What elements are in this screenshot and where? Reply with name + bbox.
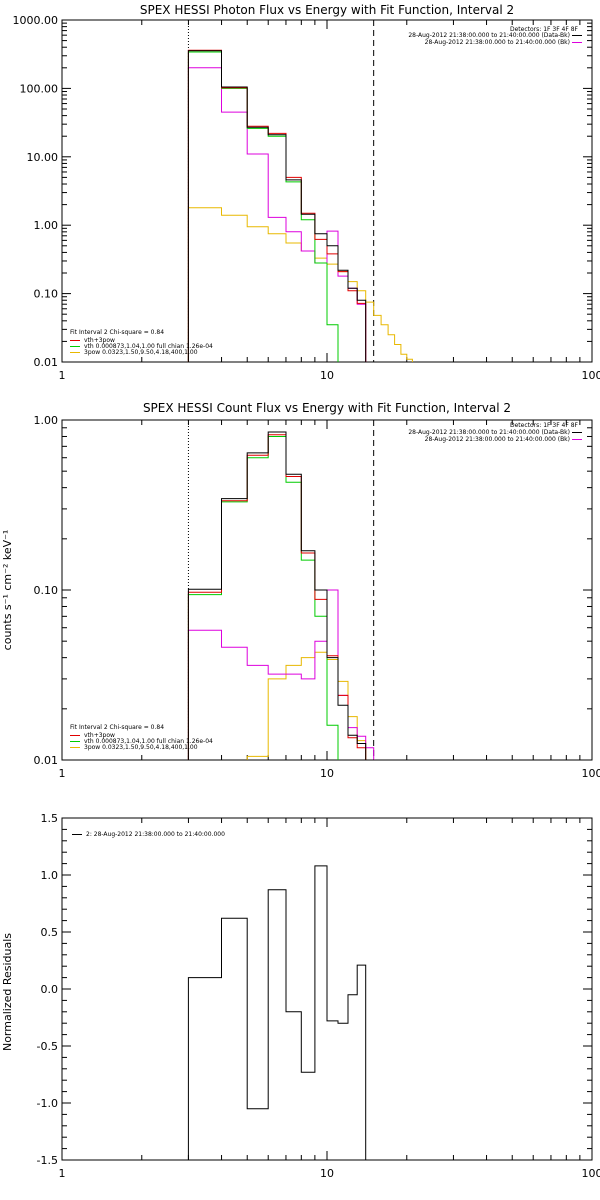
detectors-label: Detectors: 1F 3F 4F 8F xyxy=(510,26,579,33)
y-tick-label: -0.5 xyxy=(37,1040,58,1053)
residuals-panel: Normalized Residuals 1 10 100 -1.5 -1.0 -0.5 0… xyxy=(1,812,600,1180)
count-flux-title: SPEX HESSI Count Flux vs Energy with Fit… xyxy=(143,401,511,415)
residuals-y-axis-label: Normalized Residuals xyxy=(1,933,14,1051)
y-tick-label: 0.10 xyxy=(34,584,59,597)
photon-flux-plot-area: 1 10 100 0.01 0.10 1.00 10.00 100.00 1000.00 xyxy=(13,14,600,382)
y-tick-label: 100.00 xyxy=(20,82,59,95)
series-data-bk-step-line xyxy=(187,50,367,362)
series-total-step-line xyxy=(187,49,367,362)
photon-flux-panel: SPEX HESSI Photon Flux vs Energy with Fi… xyxy=(13,3,600,382)
vth-legend-label: vth 0.000873,1.04,1.00 full chian 1.26e-… xyxy=(84,343,213,350)
x-tick-label: 1 xyxy=(59,1167,66,1180)
photon-flux-fit-legend: Fit Interval 2 Chi-square = 0.84 vth+3po… xyxy=(70,329,213,356)
residual-legend-label: 2: 28-Aug-2012 21:38:00.000 to 21:40:00.… xyxy=(86,831,225,838)
y-tick-label: 1000.00 xyxy=(13,14,59,27)
bk-interval-label: 28-Aug-2012 21:38:00.000 to 21:40:00.000… xyxy=(425,39,570,46)
pow-legend-label: 3pow 0.0323,1.50,9.50,4.18,400,1.00 xyxy=(84,744,198,751)
y-tick-label: 1.00 xyxy=(34,414,59,427)
count-flux-panel: SPEX HESSI Count Flux vs Energy with Fit… xyxy=(1,401,600,780)
photon-flux-detector-info: Detectors: 1F 3F 4F 8F 28-Aug-2012 21:38… xyxy=(408,26,582,46)
y-tick-label: -1.5 xyxy=(37,1154,58,1167)
x-tick-label: 100 xyxy=(582,369,600,382)
count-flux-y-axis-label: counts s⁻¹ cm⁻² keV⁻¹ xyxy=(1,530,14,651)
x-tick-label: 1 xyxy=(59,369,66,382)
photon-flux-title: SPEX HESSI Photon Flux vs Energy with Fi… xyxy=(140,3,514,17)
count-flux-fit-legend: Fit Interval 2 Chi-square = 0.84 vth+3po… xyxy=(70,724,213,751)
count-flux-detector-info: Detectors: 1F 3F 4F 8F 28-Aug-2012 21:38… xyxy=(408,422,582,443)
y-tick-label: 0.01 xyxy=(34,356,59,369)
vth-legend-label: vth 0.000873,1.04,1.00 full chian 1.26e-… xyxy=(84,738,213,745)
series-vth-step-line xyxy=(187,436,339,760)
residuals-plot-area: 1 10 100 -1.5 -1.0 -0.5 0.0 0.5 1.0 1.5 xyxy=(37,812,600,1180)
fit-interval-label: Fit Interval 2 Chi-square = 0.84 xyxy=(70,329,164,336)
x-tick-label: 1 xyxy=(59,767,66,780)
data-bk-interval-label: 28-Aug-2012 21:38:00.000 to 21:40:00.000… xyxy=(408,32,570,39)
series-residual-step-line xyxy=(187,865,367,1160)
x-tick-label: 10 xyxy=(320,369,334,382)
y-tick-label: 0.0 xyxy=(41,983,59,996)
y-tick-label: 1.00 xyxy=(34,219,59,232)
x-tick-label: 100 xyxy=(582,1167,600,1180)
count-flux-plot-area: 1 10 100 0.01 0.10 1.00 xyxy=(34,414,600,780)
y-tick-label: 0.10 xyxy=(34,288,59,301)
y-tick-label: 1.0 xyxy=(41,869,59,882)
y-tick-label: 1.5 xyxy=(41,812,59,825)
x-tick-label: 100 xyxy=(582,767,600,780)
fit-interval-label: Fit Interval 2 Chi-square = 0.84 xyxy=(70,724,164,731)
total-legend-label: vth+3pow xyxy=(84,337,115,344)
detectors-label: Detectors: 1F 3F 4F 8F xyxy=(510,422,579,429)
x-tick-label: 10 xyxy=(320,767,334,780)
y-tick-label: 10.00 xyxy=(27,151,59,164)
y-tick-label: 0.01 xyxy=(34,754,59,767)
x-tick-label: 10 xyxy=(320,1167,334,1180)
series-data-bk-step-line xyxy=(187,431,375,760)
total-legend-label: vth+3pow xyxy=(84,732,115,739)
y-tick-label: 0.5 xyxy=(41,926,59,939)
pow-legend-label: 3pow 0.0323,1.50,9.50,4.18,400,1.00 xyxy=(84,349,198,356)
y-tick-label: -1.0 xyxy=(37,1097,58,1110)
data-bk-interval-label: 28-Aug-2012 21:38:00.000 to 21:40:00.000… xyxy=(408,429,570,436)
series-pow-step-line xyxy=(187,207,413,362)
bk-interval-label: 28-Aug-2012 21:38:00.000 to 21:40:00.000… xyxy=(425,436,570,443)
